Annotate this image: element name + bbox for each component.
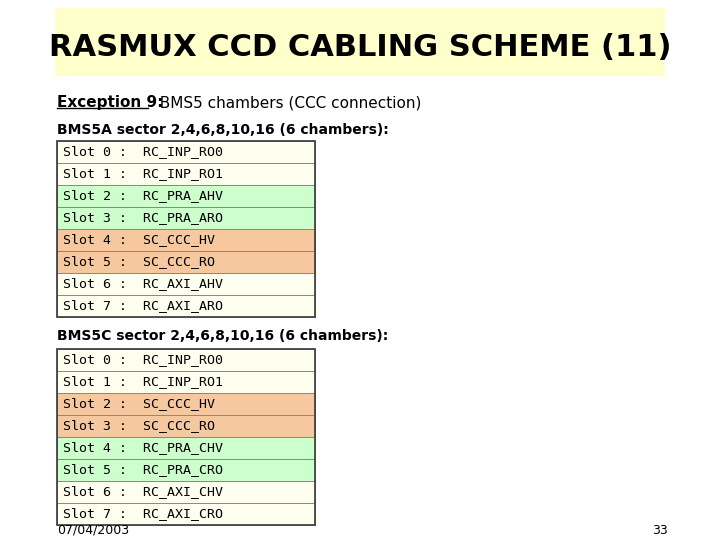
Text: Slot 5 :  RC_PRA_CRO: Slot 5 : RC_PRA_CRO xyxy=(63,463,223,476)
Text: Slot 1 :  RC_INP_RO1: Slot 1 : RC_INP_RO1 xyxy=(63,167,223,180)
Text: Slot 4 :  RC_PRA_CHV: Slot 4 : RC_PRA_CHV xyxy=(63,442,223,455)
FancyBboxPatch shape xyxy=(57,295,315,317)
FancyBboxPatch shape xyxy=(57,437,315,459)
FancyBboxPatch shape xyxy=(57,503,315,525)
Text: 07/04/2003: 07/04/2003 xyxy=(57,523,129,537)
FancyBboxPatch shape xyxy=(57,459,315,481)
FancyBboxPatch shape xyxy=(57,349,315,371)
FancyBboxPatch shape xyxy=(57,229,315,251)
Text: BMS5C sector 2,4,6,8,10,16 (6 chambers):: BMS5C sector 2,4,6,8,10,16 (6 chambers): xyxy=(57,329,388,343)
Text: Slot 3 :  SC_CCC_RO: Slot 3 : SC_CCC_RO xyxy=(63,420,215,433)
FancyBboxPatch shape xyxy=(55,8,665,76)
Text: Slot 5 :  SC_CCC_RO: Slot 5 : SC_CCC_RO xyxy=(63,255,215,268)
FancyBboxPatch shape xyxy=(57,393,315,415)
Text: BMS5 chambers (CCC connection): BMS5 chambers (CCC connection) xyxy=(150,96,421,111)
FancyBboxPatch shape xyxy=(57,207,315,229)
Text: Slot 6 :  RC_AXI_AHV: Slot 6 : RC_AXI_AHV xyxy=(63,278,223,291)
Text: Slot 7 :  RC_AXI_ARO: Slot 7 : RC_AXI_ARO xyxy=(63,300,223,313)
Text: Slot 0 :  RC_INP_RO0: Slot 0 : RC_INP_RO0 xyxy=(63,354,223,367)
Text: Slot 2 :  SC_CCC_HV: Slot 2 : SC_CCC_HV xyxy=(63,397,215,410)
FancyBboxPatch shape xyxy=(57,141,315,163)
Text: Slot 2 :  RC_PRA_AHV: Slot 2 : RC_PRA_AHV xyxy=(63,190,223,202)
Text: Slot 6 :  RC_AXI_CHV: Slot 6 : RC_AXI_CHV xyxy=(63,485,223,498)
Text: BMS5A sector 2,4,6,8,10,16 (6 chambers):: BMS5A sector 2,4,6,8,10,16 (6 chambers): xyxy=(57,123,389,137)
Text: 33: 33 xyxy=(652,523,668,537)
FancyBboxPatch shape xyxy=(57,371,315,393)
FancyBboxPatch shape xyxy=(57,251,315,273)
Text: Exception 9:: Exception 9: xyxy=(57,96,163,111)
FancyBboxPatch shape xyxy=(57,163,315,185)
Text: Slot 0 :  RC_INP_RO0: Slot 0 : RC_INP_RO0 xyxy=(63,145,223,159)
Text: Slot 7 :  RC_AXI_CRO: Slot 7 : RC_AXI_CRO xyxy=(63,508,223,521)
FancyBboxPatch shape xyxy=(57,415,315,437)
FancyBboxPatch shape xyxy=(57,185,315,207)
Text: Slot 3 :  RC_PRA_ARO: Slot 3 : RC_PRA_ARO xyxy=(63,212,223,225)
Text: Slot 4 :  SC_CCC_HV: Slot 4 : SC_CCC_HV xyxy=(63,233,215,246)
FancyBboxPatch shape xyxy=(57,273,315,295)
Text: RASMUX CCD CABLING SCHEME (11): RASMUX CCD CABLING SCHEME (11) xyxy=(49,32,671,62)
Text: Slot 1 :  RC_INP_RO1: Slot 1 : RC_INP_RO1 xyxy=(63,375,223,388)
FancyBboxPatch shape xyxy=(57,481,315,503)
